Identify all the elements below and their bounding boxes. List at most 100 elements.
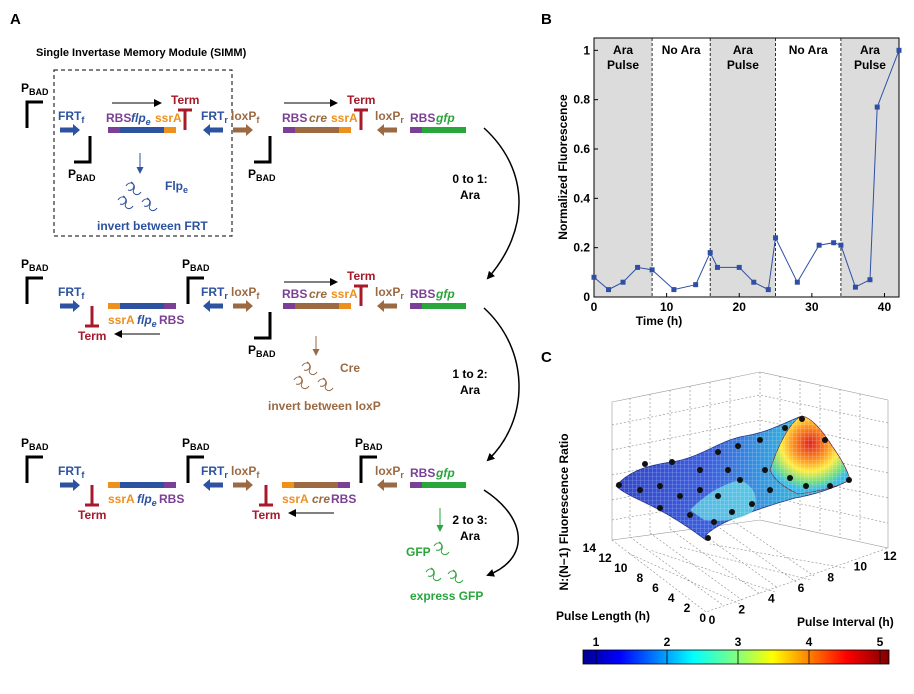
gfp-segment [422, 303, 466, 309]
gene-cassette [410, 303, 466, 309]
pulse-length-tick-label: 0 [699, 611, 706, 625]
gfp-segment [422, 127, 466, 133]
pbad-label: PBAD [182, 257, 210, 273]
flpe-gene-label: flpe [137, 313, 157, 329]
gene-cassette [283, 303, 351, 309]
loxp-r-label: loxPr [375, 109, 404, 125]
phase-label: Ara [613, 43, 633, 57]
frt-r-label: FRTr [201, 464, 228, 480]
cre-label: cre [312, 492, 330, 506]
terminator-icon [354, 108, 368, 130]
loxp-r-site: loxPr [375, 109, 404, 136]
loxp-f-site: loxPf [231, 285, 260, 312]
loxp-r-arrow-icon [377, 479, 397, 491]
pbad-promoter-icon: PBAD [182, 257, 210, 304]
pulse-interval-tick-label: 0 [709, 613, 716, 627]
cre-segment [295, 127, 339, 133]
rbs-label: RBS [282, 287, 307, 301]
y-tick-label: 0.4 [573, 191, 590, 205]
ssra-segment [339, 303, 351, 309]
y-tick-label: 1 [583, 43, 590, 57]
colorbar-tick-label: 3 [735, 635, 742, 649]
invert-frt-label: invert between FRT [97, 219, 208, 233]
rbs-segment [164, 482, 176, 488]
transition-2-3-top: 2 to 3: [452, 513, 487, 527]
pbad-promoter-icon: PBAD [248, 312, 276, 359]
terminator-icon [178, 108, 192, 130]
gene-cassette [108, 303, 176, 309]
loxp-r-site: loxPr [375, 464, 404, 491]
loxp-r-site: loxPr [375, 285, 404, 312]
pulse-length-tick-label: 6 [652, 581, 659, 595]
data-point [852, 284, 858, 290]
gfp-label: gfp [435, 287, 455, 301]
frt-r-label: FRTr [201, 285, 228, 301]
frt-r-site: FRTr [201, 285, 228, 312]
pulse-length-axis-title: Pulse Length (h) [556, 609, 650, 623]
x-tick-label: 30 [805, 300, 819, 314]
colorbar-tick-label: 5 [877, 635, 884, 649]
z-axis-title: N:(N−1) Fluorescence Ratio [557, 433, 571, 590]
panel-a-diagram: A Single Invertase Memory Module (SIMM) [10, 11, 247, 237]
data-point [794, 279, 800, 285]
frt-r-site: FRTr [201, 464, 228, 491]
rbs-segment [283, 303, 295, 309]
y-axis-title: Normalized Fluorescence [556, 94, 570, 240]
frt-r-label: FRTr [201, 109, 228, 125]
loxp-r-label: loxPr [375, 464, 404, 480]
terminator-icon [85, 485, 99, 507]
term-label: Term [347, 269, 375, 283]
ssra-label: ssrA [108, 313, 135, 327]
data-point [635, 264, 641, 270]
y-tick-label: 0.6 [573, 142, 590, 156]
term-label: Term [347, 93, 375, 107]
flpe-protein-icon [117, 181, 158, 212]
frt-f-site: FRTf [58, 464, 85, 491]
terminator: Term [171, 93, 199, 130]
flpe-protein-label: Flpe [165, 179, 188, 195]
ssra-label: ssrA [331, 111, 358, 125]
pbad-label: PBAD [68, 167, 96, 183]
ara-pulse-shade [710, 38, 776, 297]
pbad-label: PBAD [182, 436, 210, 452]
colorbar-tick-label: 4 [806, 635, 813, 649]
express-gfp-label: express GFP [410, 589, 483, 603]
pbad-promoter-icon: PBAD [182, 436, 210, 483]
pbad-promoter-icon: PBAD [355, 436, 383, 483]
loxp-r-label: loxPr [375, 285, 404, 301]
pulse-interval-tick-label: 2 [738, 602, 745, 616]
terminator-icon [354, 284, 368, 306]
loxp-f-arrow-icon [233, 300, 253, 312]
pbad-label: PBAD [355, 436, 383, 452]
simm-dashed-box [53, 69, 233, 237]
gene-cassette [108, 482, 176, 488]
flpe-gene-label: flpe [131, 111, 151, 127]
frt-r-arrow-icon [203, 300, 223, 312]
gfp-segment [422, 482, 466, 488]
data-point [874, 104, 880, 110]
gfp-label: gfp [435, 111, 455, 125]
loxp-f-arrow-icon [233, 124, 253, 136]
x-tick-label: 0 [591, 300, 598, 314]
colorbar-ticks: 1 2 3 4 5 [593, 635, 884, 664]
ssra-segment [282, 482, 294, 488]
frt-f-label: FRTf [58, 464, 85, 480]
rbs-segment [410, 303, 422, 309]
rbs-segment [410, 127, 422, 133]
frt-r-arrow-icon [203, 124, 223, 136]
rbs-label: RBS [282, 111, 307, 125]
terminator: Term [78, 485, 106, 522]
data-point [714, 264, 720, 270]
data-point [773, 235, 779, 241]
pulse-length-tick-label: 4 [668, 591, 675, 605]
plot-frame [593, 37, 900, 298]
pulse-length-tick-label: 14 [583, 541, 597, 555]
rbs-segment [164, 303, 176, 309]
pbad-promoter-icon: PBAD [21, 436, 49, 483]
fluorescence-ratio-surface [615, 415, 851, 541]
phase-shading [594, 38, 899, 297]
x-tick-label: 40 [878, 300, 892, 314]
